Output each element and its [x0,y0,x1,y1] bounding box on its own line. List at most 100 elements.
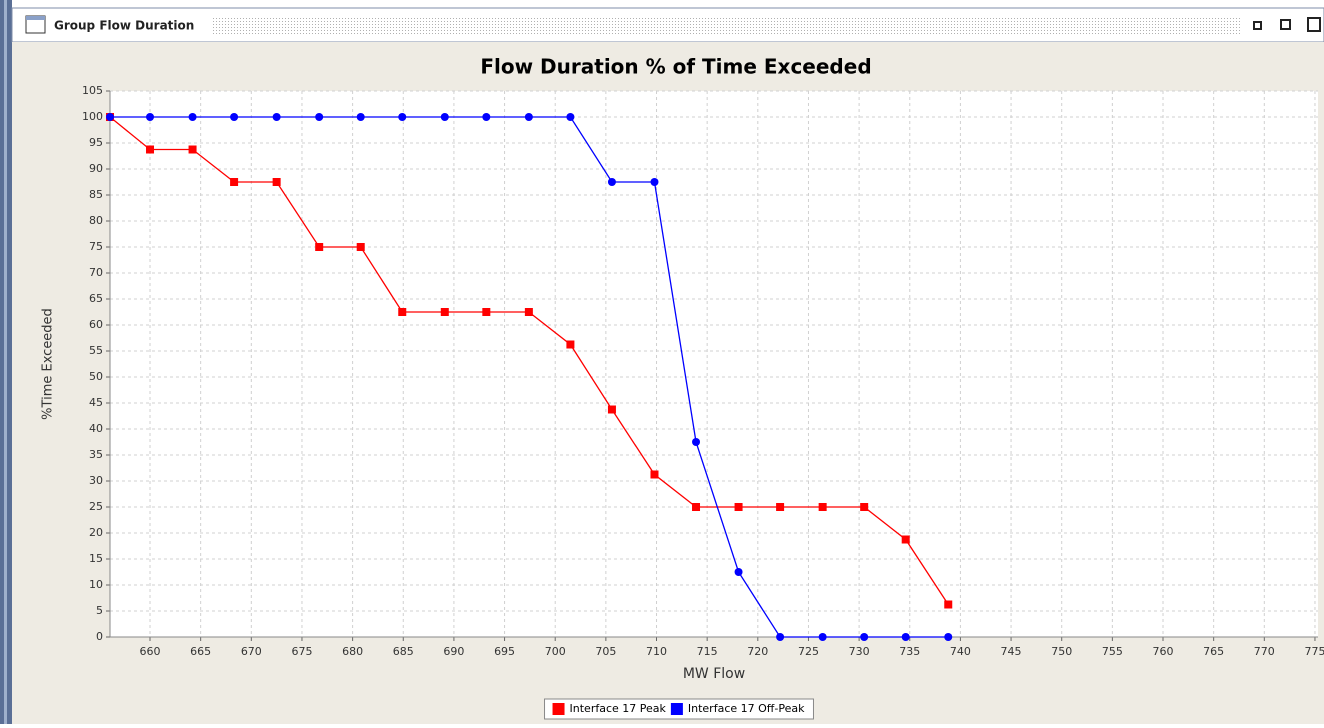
x-tick-label: 730 [849,645,870,658]
x-tick-label: 690 [443,645,464,658]
minimize-button[interactable] [1253,21,1262,30]
y-tick-label: 45 [89,396,103,409]
data-point [734,503,743,511]
x-tick-label: 770 [1254,645,1275,658]
x-tick-label: 755 [1102,645,1123,658]
x-tick-label: 725 [798,645,819,658]
data-point [188,145,197,154]
y-tick-label: 5 [96,604,103,617]
y-tick-label: 65 [89,292,103,305]
data-point [944,600,953,609]
y-tick-label: 35 [89,448,103,461]
y-tick-label: 15 [89,552,103,565]
data-point [146,113,155,121]
data-point [650,470,659,479]
y-tick-label: 50 [89,370,103,383]
y-tick-label: 20 [89,526,103,539]
data-point [482,308,491,316]
x-tick-label: 720 [747,645,768,658]
data-point [776,633,785,641]
plot-area [110,91,1318,637]
x-tick-label: 700 [545,645,566,658]
data-point [272,113,281,121]
data-point [230,113,239,121]
legend-label: Interface 17 Off-Peak [688,702,805,715]
data-point [607,405,616,414]
y-tick-label: 95 [89,136,103,149]
title-bar-pattern [212,16,1242,34]
y-tick-label: 70 [89,266,103,279]
legend-label: Interface 17 Peak [570,702,667,715]
x-axis-label: MW Flow [683,666,745,682]
legend-swatch [670,703,683,715]
data-point [272,178,281,186]
x-tick-label: 695 [494,645,515,658]
x-tick-label: 735 [899,645,920,658]
y-tick-label: 40 [89,422,103,435]
x-tick-label: 750 [1051,645,1072,658]
data-point [315,243,324,251]
data-point [482,113,491,121]
x-tick-label: 675 [291,645,312,658]
data-point [106,113,114,121]
y-tick-label: 60 [89,318,103,331]
data-point [146,145,155,154]
data-point [566,340,575,349]
legend: Interface 17 Peak Interface 17 Off-Peak [544,698,814,720]
x-tick-label: 740 [950,645,971,658]
data-point [776,503,785,511]
y-tick-label: 90 [89,162,103,175]
x-tick-label: 760 [1153,645,1174,658]
chart-title: Flow Duration % of Time Exceeded [480,55,871,79]
data-point [188,113,197,121]
window-title: Group Flow Duration [54,19,194,33]
series [106,113,953,641]
window-controls[interactable] [1253,17,1321,32]
y-tick-label: 55 [89,344,103,357]
y-tick-label: 80 [89,214,103,227]
data-point [692,438,701,446]
series-1 [106,113,953,641]
data-point [944,633,953,641]
top-strip [0,0,1324,8]
data-point [230,178,239,186]
data-point [860,633,869,641]
x-tick-label: 670 [241,645,262,658]
data-point [818,633,827,641]
data-point [566,113,575,121]
data-point [901,633,910,641]
data-point [818,503,827,511]
data-point [524,113,533,121]
data-point [524,308,533,316]
data-point [440,113,449,121]
maximize-button[interactable] [1280,19,1291,30]
x-tick-label: 710 [646,645,667,658]
y-tick-label: 10 [89,578,103,591]
y-tick-label: 105 [82,84,103,97]
y-tick-label: 100 [82,110,103,123]
data-point [440,308,449,316]
x-tick-label: 685 [393,645,414,658]
x-tick-label: 745 [1001,645,1022,658]
window-icon-bar [26,16,45,20]
x-tick-label: 665 [190,645,211,658]
y-tick-label: 85 [89,188,103,201]
y-tick-label: 75 [89,240,103,253]
x-tick-label: 660 [140,645,161,658]
data-point [650,178,659,186]
data-point [356,113,365,121]
data-point [398,308,407,316]
data-point [356,243,365,251]
x-tick-label: 680 [342,645,363,658]
x-tick-label: 765 [1203,645,1224,658]
close-button[interactable] [1307,17,1321,32]
x-tick-label: 705 [595,645,616,658]
left-border-light [4,0,7,724]
data-point [692,503,701,511]
data-point [315,113,324,121]
legend-swatch [552,703,565,715]
data-point [901,535,910,544]
x-tick-label: 775 [1304,645,1324,658]
y-tick-label: 25 [89,500,103,513]
